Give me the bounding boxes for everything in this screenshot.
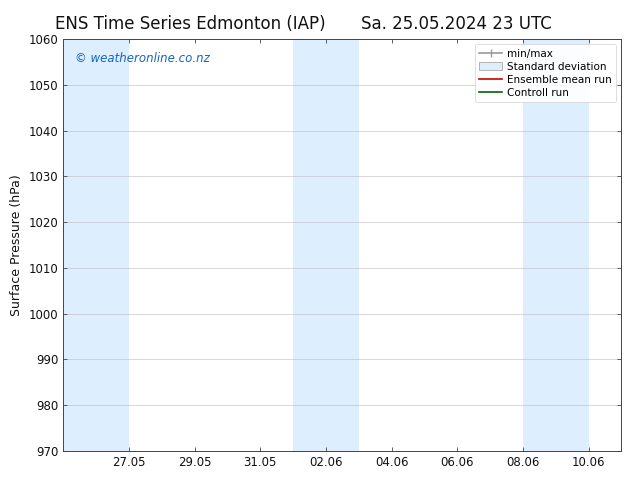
Legend: min/max, Standard deviation, Ensemble mean run, Controll run: min/max, Standard deviation, Ensemble me… [475, 45, 616, 102]
Text: ENS Time Series Edmonton (IAP): ENS Time Series Edmonton (IAP) [55, 15, 325, 33]
Text: © weatheronline.co.nz: © weatheronline.co.nz [75, 51, 209, 65]
Bar [63, 39, 129, 451]
Bar [293, 39, 359, 451]
Text: Sa. 25.05.2024 23 UTC: Sa. 25.05.2024 23 UTC [361, 15, 552, 33]
Y-axis label: Surface Pressure (hPa): Surface Pressure (hPa) [10, 174, 23, 316]
Bar [523, 39, 588, 451]
